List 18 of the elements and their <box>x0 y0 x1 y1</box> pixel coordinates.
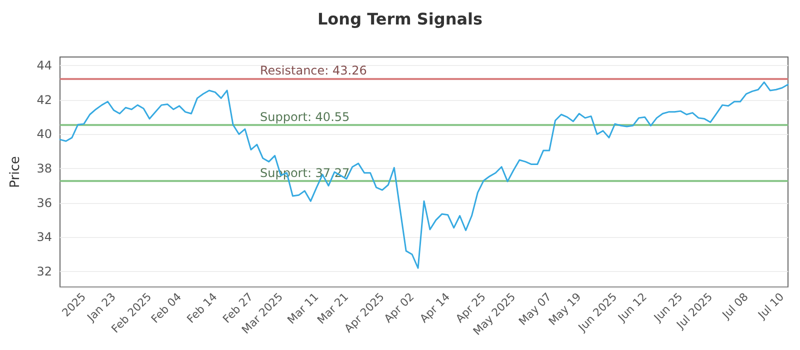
ref-line-label: Resistance: 43.26 <box>260 63 367 78</box>
y-tick-label: 34 <box>36 230 52 244</box>
x-tick-label: Jul 08 <box>719 290 751 322</box>
y-tick-label: 42 <box>36 92 52 107</box>
x-tick-label: Apr 02 <box>382 290 417 326</box>
ref-line-label: Support: 40.55 <box>260 110 350 124</box>
y-tick-label: 44 <box>36 58 52 73</box>
chart-title: Long Term Signals <box>317 10 483 28</box>
y-axis-title: Price <box>8 156 23 188</box>
x-tick-label: Apr 14 <box>417 290 452 326</box>
x-tick-label: Feb 14 <box>184 290 220 326</box>
x-tick-label: Jul 10 <box>754 290 787 322</box>
line-series <box>59 81 789 269</box>
y-tick-label: 36 <box>36 196 52 210</box>
x-tick-label: Jun 12 <box>614 290 650 325</box>
y-tick-label: 38 <box>36 162 52 176</box>
y-tick-label: 32 <box>36 264 52 279</box>
y-tick-label: 40 <box>36 127 52 142</box>
